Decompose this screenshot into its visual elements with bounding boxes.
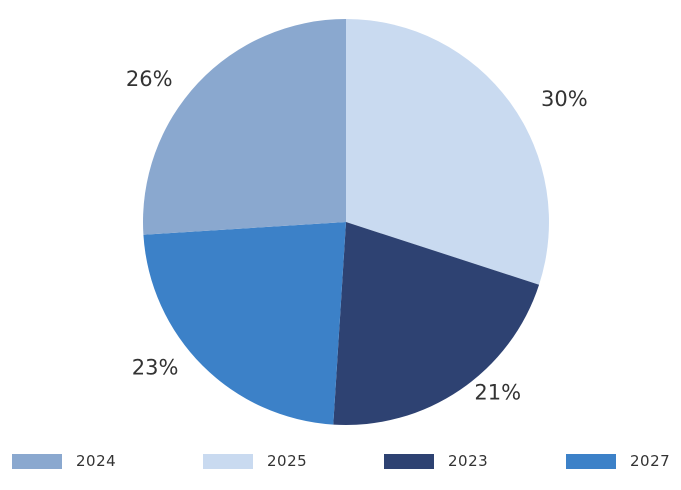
data-label-2023: 21% <box>474 380 521 404</box>
legend-item-2024: 2024 <box>12 446 116 476</box>
legend-label-2027: 2027 <box>630 452 671 470</box>
legend-label-2024: 2024 <box>76 452 117 470</box>
pie-slice-2027 <box>143 222 346 425</box>
legend-item-2023: 2023 <box>384 446 488 476</box>
legend-swatch-2024 <box>12 453 62 469</box>
data-label-2024: 26% <box>126 67 173 91</box>
pie-slice-2023 <box>333 222 540 426</box>
pie-slice-2024 <box>142 19 346 235</box>
pie-slice-2025 <box>346 19 549 285</box>
legend-item-2027: 2027 <box>566 446 670 476</box>
legend-swatch-2023 <box>384 453 434 469</box>
legend: 2024 2025 2023 2027 <box>0 446 681 486</box>
data-label-2025: 30% <box>541 87 588 111</box>
legend-label-2023: 2023 <box>448 452 489 470</box>
data-label-2027: 23% <box>132 356 179 380</box>
pie-chart-svg: 30% 21% 23% 26% <box>126 19 588 426</box>
legend-label-2025: 2025 <box>267 452 308 470</box>
legend-swatch-2027 <box>566 453 616 469</box>
legend-item-2025: 2025 <box>203 446 307 476</box>
legend-swatch-2025 <box>203 453 253 469</box>
